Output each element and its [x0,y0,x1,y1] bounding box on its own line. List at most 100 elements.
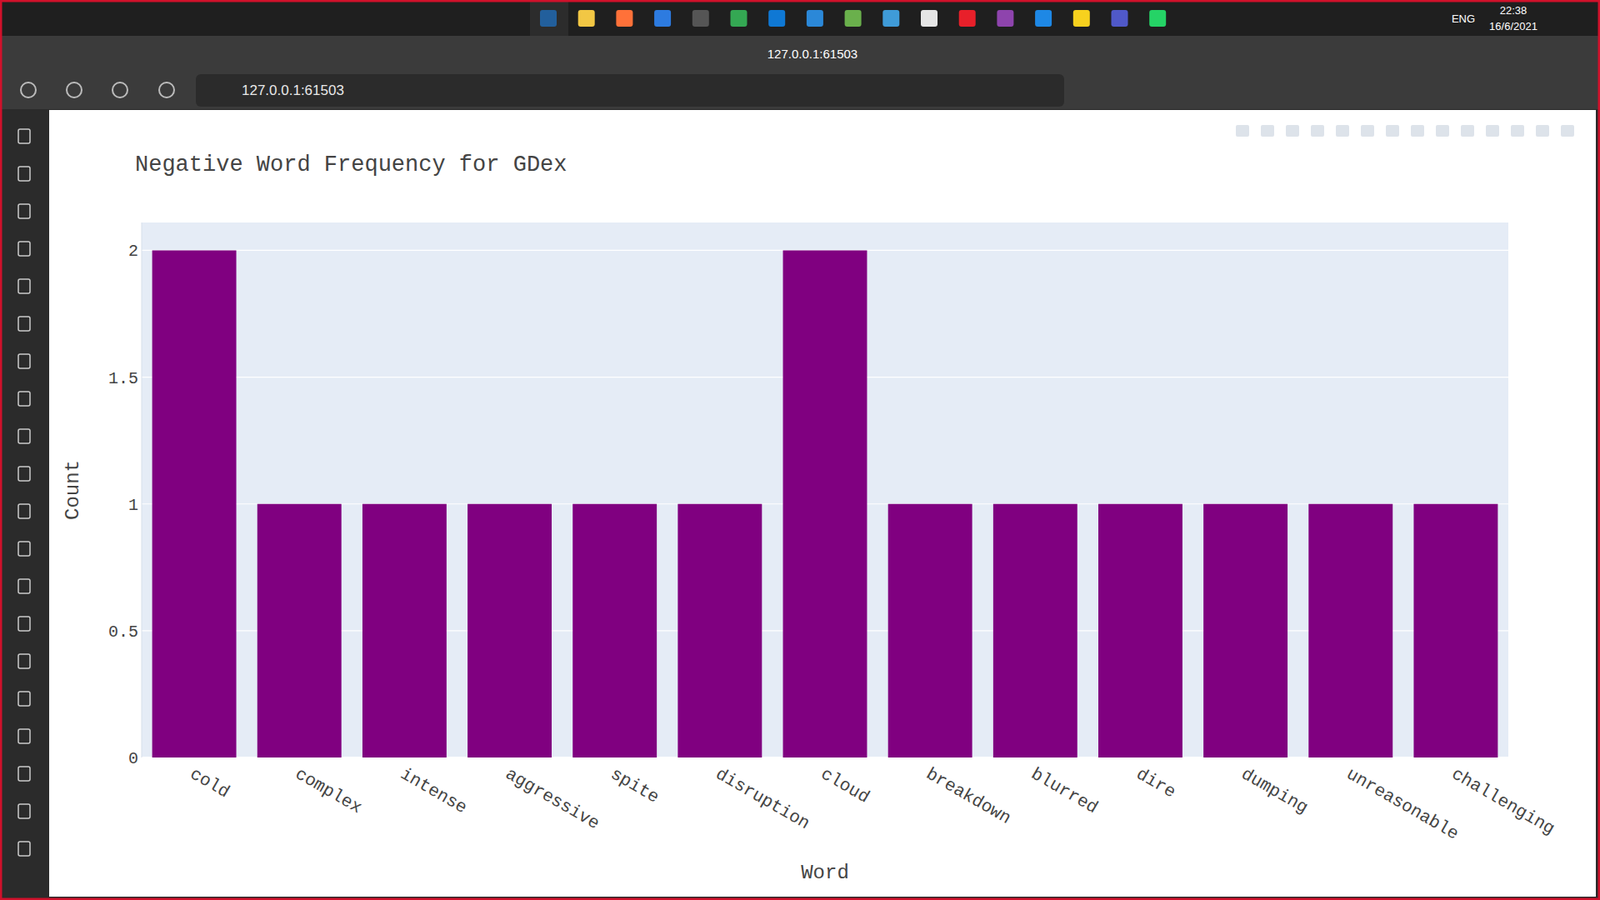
sidebar-tab[interactable] [18,166,30,181]
x-tick-label: aggressive [502,764,604,834]
modebar-button[interactable] [1435,125,1450,137]
taskbar-icon[interactable] [578,10,595,27]
taskbar-icon[interactable] [1149,10,1166,27]
bar [677,504,762,758]
address-field[interactable] [195,74,1065,107]
taskbar-icon[interactable] [1035,10,1052,27]
bar [1203,504,1288,758]
bar [1413,504,1498,758]
nav-button[interactable] [112,82,128,98]
y-tick-label: 2 [128,241,139,261]
modebar-button[interactable] [1410,125,1425,137]
modebar-button[interactable] [1235,125,1250,137]
modebar-button[interactable] [1260,125,1275,137]
bar [1098,504,1183,758]
page: {"window": {"tab_title": "127.0.0.1:6150… [0,0,1600,900]
root: ENG22:3816/6/2021127.0.0.1:61503127.0.0.… [0,0,1600,900]
nav-button[interactable] [66,82,82,98]
bar [257,504,342,758]
taskbar-active [530,0,569,36]
taskbar-icon[interactable] [615,10,633,27]
y-tick-label: 0.5 [108,622,139,642]
sidebar-tab[interactable] [18,654,30,669]
sidebar-tab[interactable] [18,129,30,144]
content [49,110,1596,897]
sidebar [0,109,50,900]
modebar-button[interactable] [1535,125,1550,137]
bar [888,504,973,758]
x-tick-label: cold [186,764,233,802]
nav-button[interactable] [20,82,36,98]
bar [783,250,868,758]
clock-date: 16/6/2021 [1489,20,1538,33]
sidebar-tab[interactable] [18,241,30,256]
window-border [0,0,1600,900]
bar [1308,504,1393,758]
taskbar-icon[interactable] [959,10,976,27]
sidebar-tab[interactable] [18,504,30,519]
modebar-button[interactable] [1385,125,1400,137]
sidebar-tab[interactable] [18,804,30,819]
taskbar-icon[interactable] [1073,10,1090,27]
nav-button[interactable] [159,82,175,98]
x-tick-label: dumping [1238,764,1312,818]
sidebar-tab[interactable] [18,466,30,481]
x-tick-label: intense [396,764,470,818]
screen: ENG22:3816/6/2021127.0.0.1:61503127.0.0.… [0,0,1600,900]
sidebar-tab[interactable] [18,691,30,706]
bar [152,250,237,758]
sidebar-tab[interactable] [18,841,30,856]
modebar-button[interactable] [1335,125,1350,137]
modebar-button[interactable] [1310,125,1325,137]
sidebar-tab[interactable] [18,279,30,294]
modebar-button[interactable] [1360,125,1375,137]
x-tick-label: cloud [817,764,873,807]
sidebar-tab[interactable] [18,429,30,444]
sidebar-tab[interactable] [18,579,30,594]
y-axis-line [141,222,143,758]
sidebar-tab[interactable] [18,729,30,744]
bars [152,250,1499,758]
bar [362,504,447,758]
sidebar-tab[interactable] [18,354,30,369]
taskbar-icon[interactable] [920,10,938,27]
modebar-button[interactable] [1285,125,1300,137]
y-tick-label: 0 [128,749,139,769]
sidebar-tab[interactable] [18,766,30,781]
address-text[interactable]: 127.0.0.1:61503 [241,82,345,99]
tab-title: 127.0.0.1:61503 [767,46,858,61]
background [0,0,1600,900]
x-tick-label: breakdown [922,764,1015,829]
modebar-button[interactable] [1510,125,1525,137]
x-tick-label: disruption [712,764,814,834]
taskbar-icon[interactable] [730,10,748,27]
sidebar-tab[interactable] [18,541,30,556]
x-tick-label: blurred [1027,764,1101,818]
modebar-button[interactable] [1485,125,1500,137]
x-tick-label: unreasonable [1343,764,1462,845]
y-tick-label: 1 [128,495,139,515]
taskbar-icon[interactable] [654,10,671,27]
modebar-button[interactable] [1460,125,1475,137]
sidebar-tab[interactable] [18,616,30,631]
x-tick-label: dire [1132,764,1179,802]
sidebar-tab[interactable] [18,391,30,406]
y-axis-title: Count [61,460,85,520]
taskbar-icon[interactable] [768,10,785,27]
bar [467,504,552,758]
taskbar-icon[interactable] [845,10,862,27]
chart-title: Negative Word Frequency for GDex [135,152,567,178]
sidebar-tab[interactable] [18,204,30,219]
taskbar-icon[interactable] [1111,10,1129,27]
taskbar-icon[interactable] [996,10,1014,27]
sidebar-tab[interactable] [18,316,30,331]
browser-header [0,35,1600,110]
x-tick-label: complex [291,764,365,818]
plot-area [141,222,1509,758]
clock-time: 22:38 [1500,4,1528,17]
taskbar-icon[interactable] [882,10,900,27]
taskbar-icon[interactable] [806,10,824,27]
modebar-button[interactable] [1560,125,1575,137]
bar [572,504,657,758]
taskbar-icon[interactable] [692,10,710,27]
